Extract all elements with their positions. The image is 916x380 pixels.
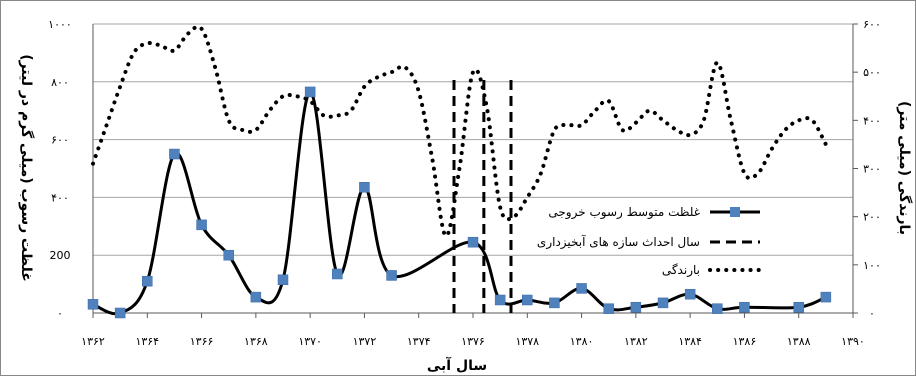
x-tick-label: ۱۳۷۸ (515, 335, 539, 348)
x-tick-label: ۱۳۸۰ (570, 335, 594, 348)
sediment-point (684, 288, 696, 300)
sediment-point (114, 307, 126, 319)
sediment-point (576, 283, 587, 294)
sediment-point (87, 299, 99, 310)
y-right-tick-label: ۳۰۰ (863, 163, 881, 176)
x-tick-label: ۱۳۷۶ (461, 335, 485, 348)
sediment-point (820, 291, 832, 303)
sediment-point (169, 148, 180, 160)
sediment-point (250, 291, 262, 303)
sediment-point (142, 275, 153, 287)
sediment-point (549, 297, 560, 309)
sediment-point (304, 86, 316, 98)
y-right-tick-label: ۰ (869, 307, 875, 320)
x-tick-label: ۱۳۶۲ (81, 335, 105, 348)
y-left-tick-label: ۴۰۰ (51, 191, 69, 204)
y-left-tick-label: ۶۰۰ (51, 134, 69, 147)
y-left-tick-label: 200 (50, 249, 71, 262)
legend-label: بارندگی (662, 263, 700, 278)
y-axis-left-title: غلظت رسوب (میلی گرم در لیتر) (18, 54, 35, 282)
sediment-point (386, 270, 397, 281)
sediment-point (739, 301, 750, 313)
x-tick-label: ۱۳۷۴ (407, 335, 431, 348)
y-axis-right-title: بارندگی (میلی متر) (896, 101, 913, 235)
y-right-tick-label: ۲۰۰ (863, 211, 881, 224)
x-tick-label: ۱۳۸۴ (678, 335, 702, 348)
sediment-point (603, 303, 614, 314)
series-layer (87, 24, 832, 319)
y-left-tick-label: ۸۰۰ (51, 76, 69, 89)
x-tick-label: ۱۳۶۴ (135, 335, 159, 348)
x-axis-title: سال آبی (427, 356, 487, 374)
x-tick-label: ۱۳۶۶ (190, 335, 214, 348)
sediment-point (196, 219, 207, 231)
y-right-tick-label: ۱۰۰ (863, 259, 881, 272)
y-left-tick-label: ۱۰۰۰ (48, 18, 72, 31)
y-left-tick-label: ۰ (57, 307, 63, 320)
sediment-point (793, 301, 804, 313)
y-right-tick-label: ۶۰۰ (863, 18, 881, 31)
sediment-point (657, 297, 669, 309)
x-tick-label: ۱۳۸۶ (733, 335, 757, 348)
rainfall-line (91, 24, 828, 238)
axes: ۰ 200 ۴۰۰ ۶۰۰ ۸۰۰ ۱۰۰۰ ۰ ۱۰۰ ۲۰۰ ۳۰۰ ۴۰۰ ۵۰۰ ۶۰۰ ۱۳۶۲… (48, 18, 881, 348)
sediment-point (522, 294, 533, 306)
sediment-point (277, 274, 289, 286)
sediment-point (494, 294, 506, 306)
y-right-tick-label: ۵۰۰ (863, 66, 881, 79)
legend: غلظت متوسط رسوب خروجی سال احداث سازه های … (537, 205, 762, 278)
x-tick-label: ۱۳۹۰ (841, 335, 865, 348)
sediment-point (223, 249, 234, 261)
sediment-point (467, 236, 479, 248)
sediment-point (630, 301, 642, 313)
x-tick-label: ۱۳۷۲ (353, 335, 377, 348)
sediment-point (359, 182, 370, 193)
x-tick-label: ۱۳۸۸ (787, 335, 811, 348)
sediment-point (332, 268, 343, 280)
x-tick-label: ۱۳۶۸ (244, 335, 268, 348)
sediment-point (712, 303, 723, 314)
legend-label: سال احداث سازه های آبخیزداری (537, 234, 700, 250)
x-tick-label: ۱۳۷۰ (298, 335, 322, 348)
legend-sediment-marker (730, 207, 740, 217)
x-tick-label: ۱۳۸۲ (624, 335, 648, 348)
structure-year-markers (452, 80, 513, 313)
legend-label: غلظت متوسط رسوب خروجی (548, 205, 700, 220)
y-right-tick-label: ۴۰۰ (863, 114, 881, 127)
